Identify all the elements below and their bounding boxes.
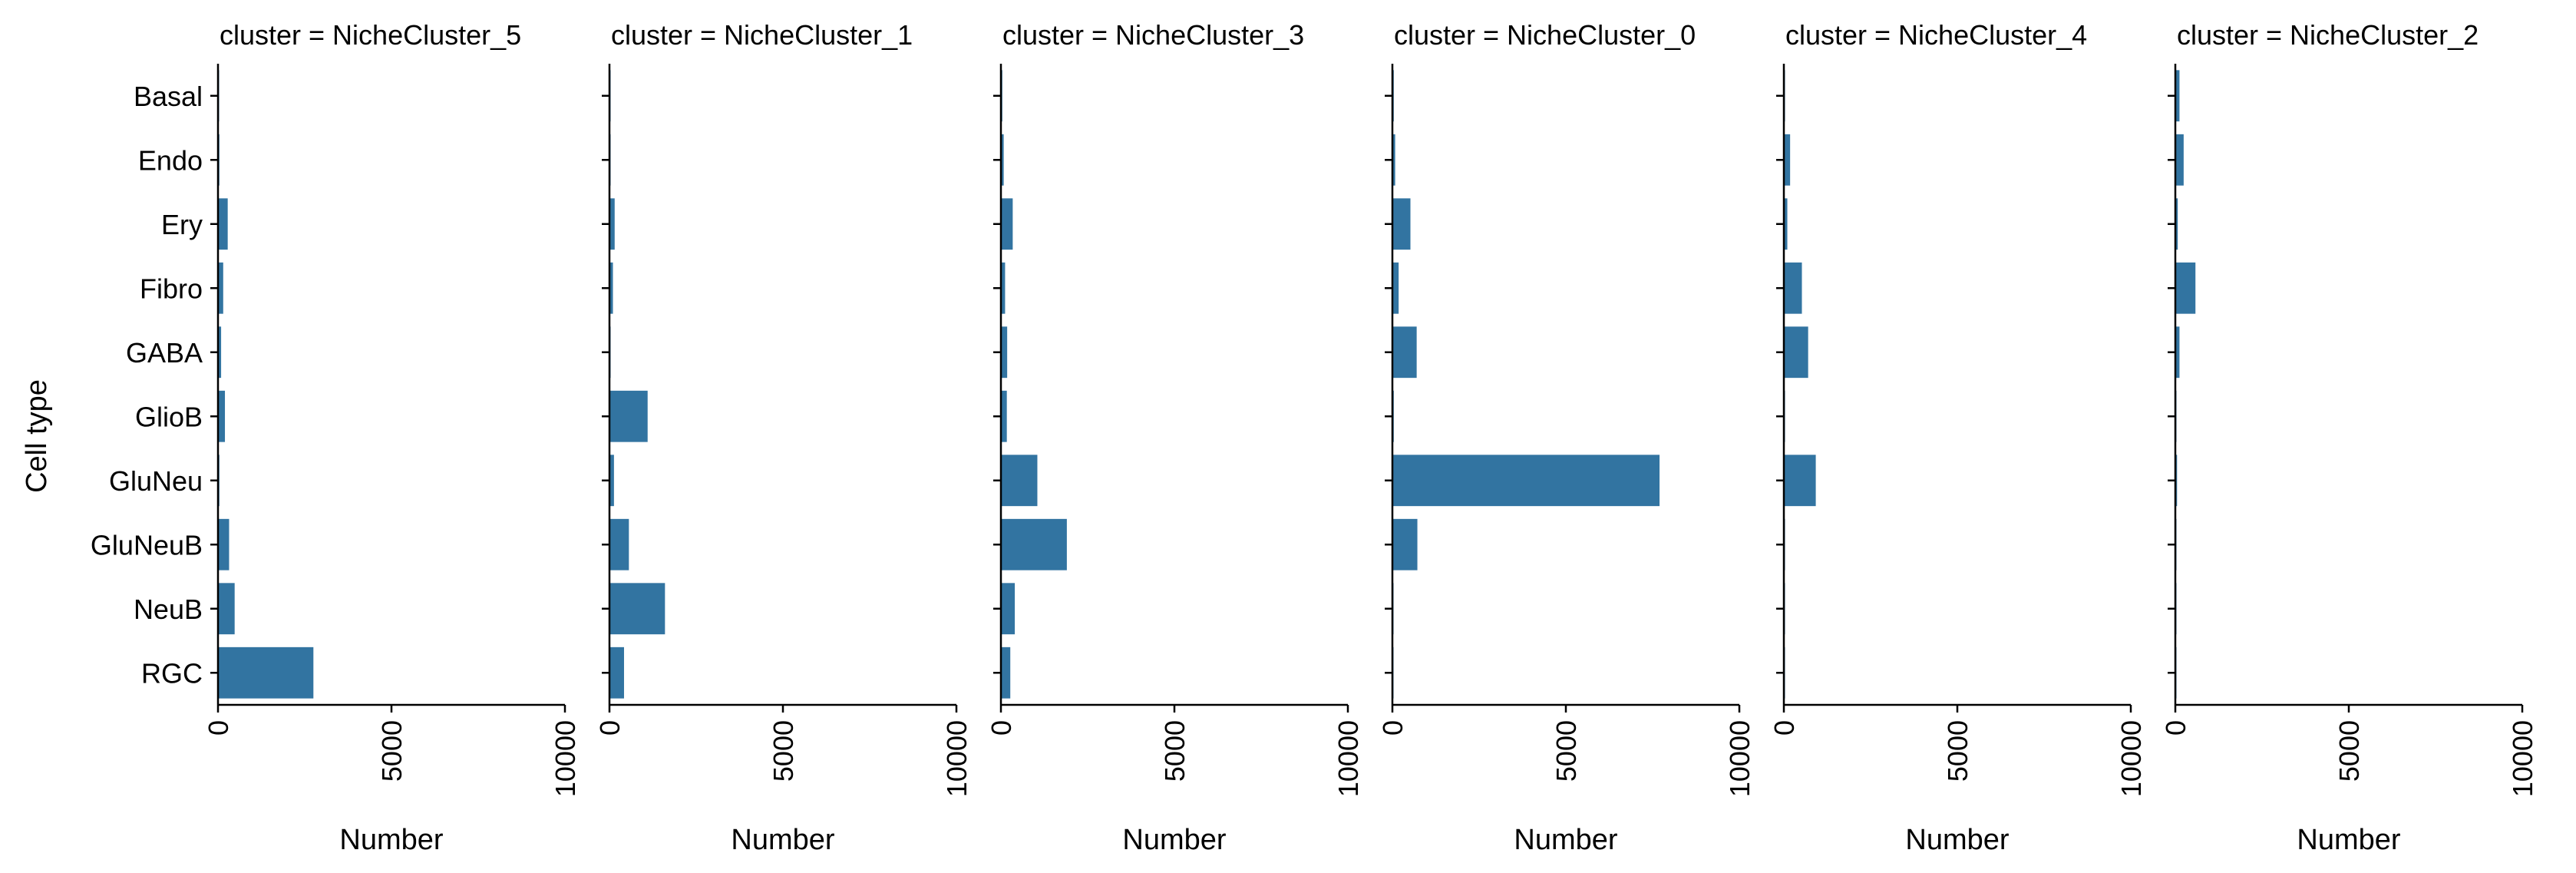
x-tick-label: 5000 bbox=[1551, 720, 1582, 782]
x-tick-label: 10000 bbox=[550, 720, 581, 797]
bar-fibro bbox=[2175, 262, 2196, 314]
x-tick-label: 5000 bbox=[376, 720, 408, 782]
bar-fibro bbox=[1784, 262, 1802, 314]
y-tick-label: NeuB bbox=[134, 594, 203, 625]
bar-ery bbox=[2175, 198, 2178, 250]
y-tick-label: GlioB bbox=[135, 401, 203, 432]
x-tick-label: 10000 bbox=[1724, 720, 1755, 797]
bar-endo bbox=[1784, 134, 1791, 186]
facet-panel: cluster = NicheCluster_3 0 5000 10000 Number bbox=[986, 19, 1364, 856]
x-tick-label: 0 bbox=[1769, 720, 1800, 736]
bar-fibro bbox=[609, 262, 613, 314]
bar-ery bbox=[1784, 198, 1788, 250]
panel-title: cluster = NicheCluster_1 bbox=[611, 19, 913, 51]
y-tick-label: Ery bbox=[161, 209, 203, 240]
bar-gliob bbox=[218, 390, 226, 442]
bar-gliob bbox=[609, 390, 648, 442]
y-tick-label: GABA bbox=[126, 337, 203, 369]
bar-gluneub bbox=[609, 518, 629, 570]
x-axis-label: Number bbox=[2297, 824, 2400, 856]
bar-gaba bbox=[1001, 326, 1008, 379]
bar-gaba bbox=[2175, 326, 2180, 379]
bar-neub bbox=[609, 583, 665, 635]
bar-endo bbox=[1001, 134, 1004, 186]
y-tick-label: RGC bbox=[141, 657, 203, 689]
facet-panel: cluster = NicheCluster_4 0 5000 10000 Number bbox=[1769, 19, 2147, 856]
x-tick-label: 0 bbox=[594, 720, 626, 736]
x-axis-label: Number bbox=[731, 824, 834, 856]
bar-ery bbox=[609, 198, 615, 250]
bar-gluneub bbox=[1001, 518, 1067, 570]
x-tick-label: 0 bbox=[2160, 720, 2191, 736]
bar-ery bbox=[1392, 198, 1411, 250]
bar-gluneu bbox=[1392, 455, 1660, 507]
x-tick-label: 10000 bbox=[2115, 720, 2147, 797]
x-axis-label: Number bbox=[1122, 824, 1226, 856]
panel-title: cluster = NicheCluster_3 bbox=[1002, 19, 1304, 51]
bar-gluneub bbox=[218, 518, 230, 570]
bar-endo bbox=[1392, 134, 1395, 186]
bar-gluneu bbox=[1001, 455, 1038, 507]
bar-endo bbox=[2175, 134, 2184, 186]
y-tick-label: GluNeuB bbox=[91, 529, 203, 561]
x-axis-label: Number bbox=[339, 824, 443, 856]
y-axis-label: Cell type bbox=[21, 379, 53, 493]
x-tick-label: 0 bbox=[203, 720, 234, 736]
panel-title: cluster = NicheCluster_4 bbox=[1785, 19, 2087, 51]
bar-gaba bbox=[1784, 326, 1808, 379]
x-tick-label: 10000 bbox=[2507, 720, 2538, 797]
bar-fibro bbox=[218, 262, 223, 314]
x-tick-label: 5000 bbox=[2333, 720, 2365, 782]
facet-panel: cluster = NicheCluster_2 0 5000 10000 Number bbox=[2160, 19, 2538, 856]
x-tick-label: 10000 bbox=[941, 720, 973, 797]
y-tick-label: GluNeu bbox=[109, 465, 203, 497]
x-tick-label: 0 bbox=[986, 720, 1017, 736]
bar-gluneu bbox=[609, 455, 614, 507]
bar-fibro bbox=[1392, 262, 1399, 314]
panel-title: cluster = NicheCluster_0 bbox=[1394, 19, 1696, 51]
panel-title: cluster = NicheCluster_5 bbox=[220, 19, 521, 51]
y-tick-label: Endo bbox=[138, 144, 203, 176]
bar-gaba bbox=[218, 326, 222, 379]
x-tick-label: 5000 bbox=[1159, 720, 1191, 782]
bar-gliob bbox=[1001, 390, 1007, 442]
bar-ery bbox=[218, 198, 228, 250]
bar-gluneu bbox=[1784, 455, 1816, 507]
bar-basal bbox=[2175, 70, 2180, 122]
x-tick-label: 0 bbox=[1377, 720, 1409, 736]
y-tick-label: Fibro bbox=[140, 273, 203, 304]
bar-fibro bbox=[1001, 262, 1006, 314]
x-tick-label: 5000 bbox=[768, 720, 799, 782]
bar-rgc bbox=[609, 646, 624, 699]
bar-neub bbox=[218, 583, 235, 635]
bar-gluneub bbox=[1392, 518, 1418, 570]
y-tick-label: Basal bbox=[134, 81, 203, 112]
facet-panel: cluster = NicheCluster_1 0 5000 10000 Number bbox=[594, 19, 973, 856]
bar-rgc bbox=[218, 646, 314, 699]
bar-ery bbox=[1001, 198, 1013, 250]
x-tick-label: 10000 bbox=[1333, 720, 1364, 797]
panel-title: cluster = NicheCluster_2 bbox=[2177, 19, 2479, 51]
x-axis-label: Number bbox=[1905, 824, 2009, 856]
facet-panel: cluster = NicheCluster_0 0 5000 10000 Number bbox=[1377, 19, 1755, 856]
bar-gaba bbox=[1392, 326, 1417, 379]
bar-rgc bbox=[1001, 646, 1011, 699]
facet-panel: cluster = NicheCluster_5 Basal Endo Ery Fibr… bbox=[91, 19, 581, 856]
x-axis-label: Number bbox=[1514, 824, 1617, 856]
x-tick-label: 5000 bbox=[1942, 720, 1973, 782]
bar-neub bbox=[1001, 583, 1016, 635]
